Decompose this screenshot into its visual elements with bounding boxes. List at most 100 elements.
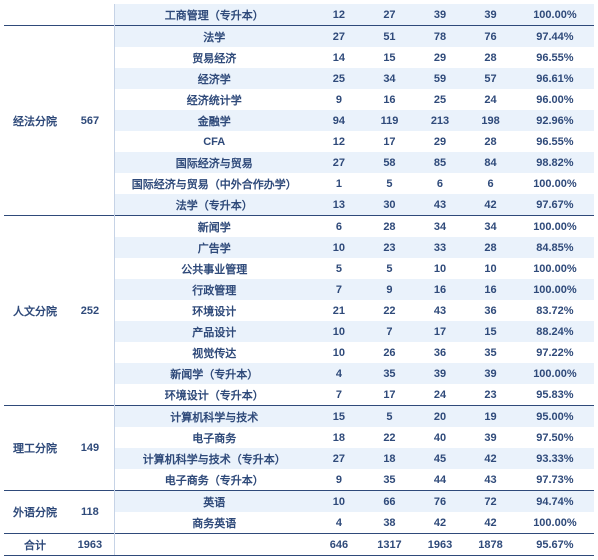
col-c4: 43 bbox=[465, 469, 516, 491]
col-pct: 83.72% bbox=[516, 300, 594, 321]
col-c1: 15 bbox=[314, 406, 365, 428]
col-c4: 35 bbox=[465, 342, 516, 363]
col-c3: 76 bbox=[415, 491, 466, 513]
group-count: 567 bbox=[66, 26, 114, 216]
major-name: 视觉传达 bbox=[114, 342, 313, 363]
col-pct: 96.61% bbox=[516, 68, 594, 89]
col-c2: 17 bbox=[364, 131, 415, 152]
col-c3: 29 bbox=[415, 131, 466, 152]
col-c3: 85 bbox=[415, 152, 466, 173]
col-pct: 100.00% bbox=[516, 173, 594, 194]
col-c2: 27 bbox=[364, 4, 415, 26]
col-c3: 39 bbox=[415, 363, 466, 384]
col-c1: 10 bbox=[314, 342, 365, 363]
group-count bbox=[66, 4, 114, 26]
col-pct: 95.83% bbox=[516, 384, 594, 406]
col-c1: 27 bbox=[314, 26, 365, 48]
col-c2: 9 bbox=[364, 279, 415, 300]
col-pct: 97.22% bbox=[516, 342, 594, 363]
major-name: 新闻学 bbox=[114, 216, 313, 238]
col-c2: 16 bbox=[364, 89, 415, 110]
group-count: 118 bbox=[66, 491, 114, 534]
col-c1: 4 bbox=[314, 363, 365, 384]
col-c4: 28 bbox=[465, 131, 516, 152]
major-name: 产品设计 bbox=[114, 321, 313, 342]
major-name: 商务英语 bbox=[114, 512, 313, 534]
col-pct: 100.00% bbox=[516, 279, 594, 300]
col-c4: 16 bbox=[465, 279, 516, 300]
col-c1: 27 bbox=[314, 448, 365, 469]
total-label: 合计 bbox=[4, 534, 66, 556]
col-pct: 95.00% bbox=[516, 406, 594, 428]
col-c2: 5 bbox=[364, 258, 415, 279]
col-pct: 97.44% bbox=[516, 26, 594, 48]
col-c3: 213 bbox=[415, 110, 466, 131]
col-pct: 92.96% bbox=[516, 110, 594, 131]
col-c4: 23 bbox=[465, 384, 516, 406]
col-c3: 10 bbox=[415, 258, 466, 279]
table-row: 外语分院118英语1066767294.74% bbox=[4, 491, 594, 513]
total-count: 1963 bbox=[66, 534, 114, 556]
col-c2: 26 bbox=[364, 342, 415, 363]
col-pct: 100.00% bbox=[516, 363, 594, 384]
col-c3: 25 bbox=[415, 89, 466, 110]
major-name: 法学 bbox=[114, 26, 313, 48]
col-c4: 84 bbox=[465, 152, 516, 173]
col-pct: 88.24% bbox=[516, 321, 594, 342]
col-c2: 15 bbox=[364, 47, 415, 68]
major-name: 贸易经济 bbox=[114, 47, 313, 68]
col-c4: 42 bbox=[465, 194, 516, 216]
col-c3: 45 bbox=[415, 448, 466, 469]
group-count: 252 bbox=[66, 216, 114, 406]
col-pct: 96.55% bbox=[516, 47, 594, 68]
table-row: 经法分院567法学2751787697.44% bbox=[4, 26, 594, 48]
col-c1: 4 bbox=[314, 512, 365, 534]
col-c2: 18 bbox=[364, 448, 415, 469]
col-pct: 94.74% bbox=[516, 491, 594, 513]
major-name: 法学（专升本） bbox=[114, 194, 313, 216]
col-c1: 7 bbox=[314, 384, 365, 406]
col-c2: 35 bbox=[364, 469, 415, 491]
major-name: 电子商务（专升本） bbox=[114, 469, 313, 491]
col-c3: 20 bbox=[415, 406, 466, 428]
group-name: 人文分院 bbox=[4, 216, 66, 406]
col-c3: 36 bbox=[415, 342, 466, 363]
col-c1: 5 bbox=[314, 258, 365, 279]
major-name: 公共事业管理 bbox=[114, 258, 313, 279]
major-name: 工商管理（专升本） bbox=[114, 4, 313, 26]
col-c4: 57 bbox=[465, 68, 516, 89]
major-name: 环境设计 bbox=[114, 300, 313, 321]
col-c3: 43 bbox=[415, 194, 466, 216]
col-c4: 39 bbox=[465, 4, 516, 26]
col-c4: 34 bbox=[465, 216, 516, 238]
col-c3: 39 bbox=[415, 4, 466, 26]
col-c2: 119 bbox=[364, 110, 415, 131]
total-c3: 1963 bbox=[415, 534, 466, 556]
table-row: 工商管理（专升本）12273939100.00% bbox=[4, 4, 594, 26]
col-c4: 15 bbox=[465, 321, 516, 342]
group-name: 外语分院 bbox=[4, 491, 66, 534]
major-name: 国际经济与贸易（中外合作办学） bbox=[114, 173, 313, 194]
col-c2: 7 bbox=[364, 321, 415, 342]
major-name: 金融学 bbox=[114, 110, 313, 131]
col-c1: 13 bbox=[314, 194, 365, 216]
col-c2: 35 bbox=[364, 363, 415, 384]
group-name bbox=[4, 4, 66, 26]
col-c2: 5 bbox=[364, 173, 415, 194]
major-name: 国际经济与贸易 bbox=[114, 152, 313, 173]
col-c3: 24 bbox=[415, 384, 466, 406]
col-c3: 34 bbox=[415, 216, 466, 238]
col-c4: 28 bbox=[465, 47, 516, 68]
major-name: 新闻学（专升本） bbox=[114, 363, 313, 384]
col-c1: 6 bbox=[314, 216, 365, 238]
total-major bbox=[114, 534, 313, 556]
major-name: 广告学 bbox=[114, 237, 313, 258]
col-c1: 10 bbox=[314, 491, 365, 513]
col-pct: 96.55% bbox=[516, 131, 594, 152]
col-c4: 19 bbox=[465, 406, 516, 428]
col-c1: 94 bbox=[314, 110, 365, 131]
group-name: 理工分院 bbox=[4, 406, 66, 491]
col-pct: 100.00% bbox=[516, 512, 594, 534]
col-c2: 38 bbox=[364, 512, 415, 534]
col-pct: 98.82% bbox=[516, 152, 594, 173]
